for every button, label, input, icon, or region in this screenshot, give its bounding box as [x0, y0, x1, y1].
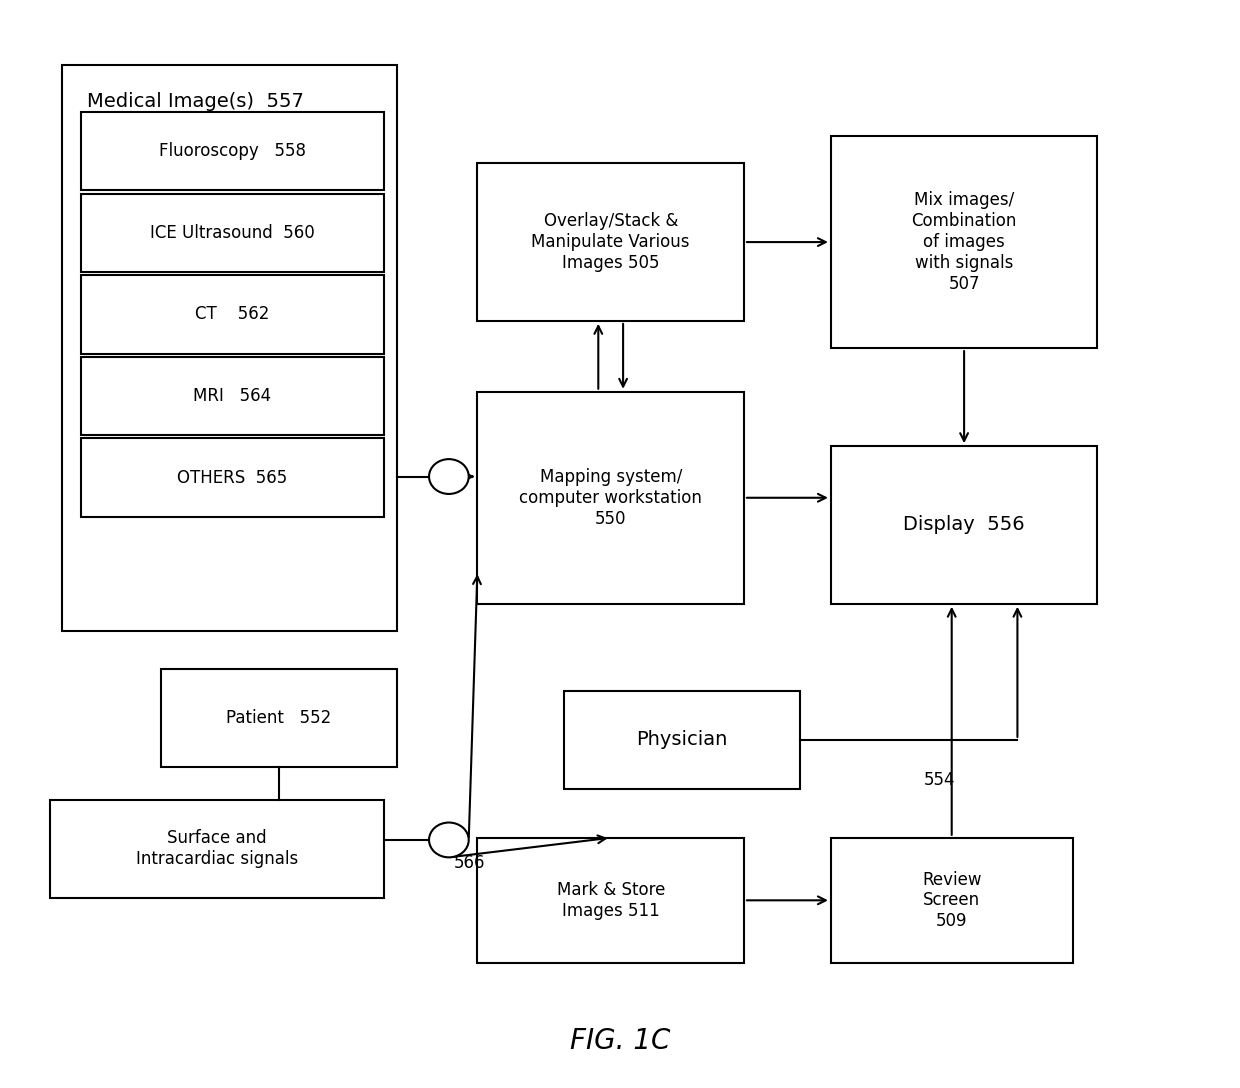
Circle shape [429, 823, 469, 857]
FancyBboxPatch shape [50, 800, 384, 898]
Text: 566: 566 [454, 854, 485, 873]
FancyBboxPatch shape [831, 136, 1097, 348]
FancyBboxPatch shape [81, 112, 384, 190]
Text: FIG. 1C: FIG. 1C [570, 1027, 670, 1055]
FancyBboxPatch shape [81, 275, 384, 354]
FancyBboxPatch shape [831, 838, 1073, 963]
FancyBboxPatch shape [81, 438, 384, 517]
Text: Medical Image(s)  557: Medical Image(s) 557 [87, 92, 304, 111]
Text: OTHERS  565: OTHERS 565 [177, 469, 288, 486]
Text: Physician: Physician [636, 730, 728, 750]
Text: Mapping system/
computer workstation
550: Mapping system/ computer workstation 550 [520, 468, 702, 528]
Text: Review
Screen
509: Review Screen 509 [923, 870, 981, 930]
Text: MRI   564: MRI 564 [193, 387, 272, 405]
Text: CT    562: CT 562 [196, 306, 269, 323]
FancyBboxPatch shape [477, 392, 744, 604]
Text: Display  556: Display 556 [903, 516, 1025, 534]
FancyBboxPatch shape [81, 194, 384, 272]
Text: Mark & Store
Images 511: Mark & Store Images 511 [557, 881, 665, 919]
FancyBboxPatch shape [81, 357, 384, 435]
Text: ICE Ultrasound  560: ICE Ultrasound 560 [150, 224, 315, 242]
Text: Overlay/Stack &
Manipulate Various
Images 505: Overlay/Stack & Manipulate Various Image… [532, 212, 689, 272]
Text: Mix images/
Combination
of images
with signals
507: Mix images/ Combination of images with s… [911, 191, 1017, 293]
FancyBboxPatch shape [477, 163, 744, 321]
FancyBboxPatch shape [564, 691, 800, 789]
Circle shape [429, 459, 469, 494]
FancyBboxPatch shape [831, 446, 1097, 604]
FancyBboxPatch shape [62, 65, 397, 631]
Text: Fluoroscopy   558: Fluoroscopy 558 [159, 143, 306, 160]
FancyBboxPatch shape [477, 838, 744, 963]
Text: Surface and
Intracardiac signals: Surface and Intracardiac signals [136, 829, 298, 868]
Text: 554: 554 [924, 770, 955, 789]
FancyBboxPatch shape [161, 669, 397, 767]
Text: Patient   552: Patient 552 [227, 709, 331, 727]
